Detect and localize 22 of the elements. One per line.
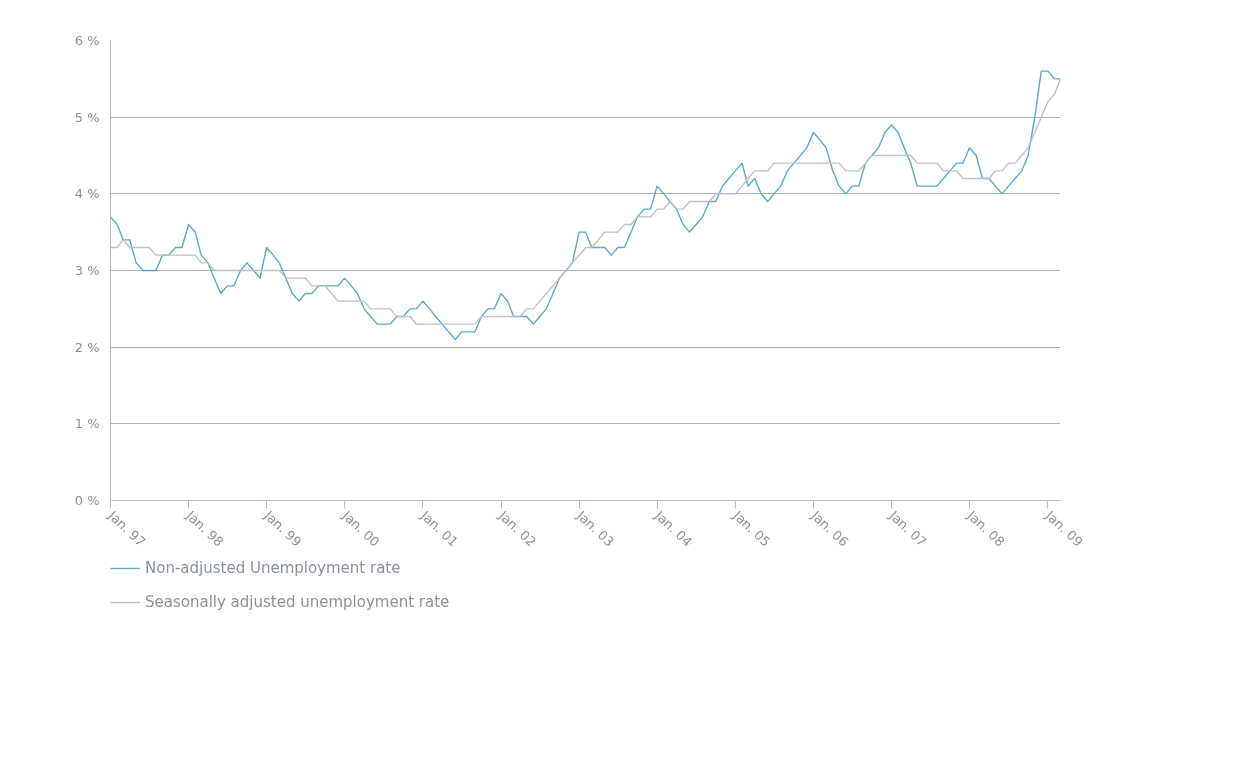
x-tick-label: Jan. 06 — [807, 507, 852, 550]
y-tick-label: 0 % — [74, 493, 100, 508]
x-tick-label: Jan. 01 — [417, 507, 461, 550]
y-tick-label: 1 % — [74, 416, 100, 432]
legend-label: Seasonally adjusted unemployment rate — [145, 593, 450, 611]
x-tick-label: Jan. 97 — [104, 507, 149, 550]
x-tick-label: Jan. 98 — [182, 507, 227, 550]
y-tick-label: 3 % — [74, 263, 100, 278]
x-tick-label: Jan. 00 — [338, 507, 383, 550]
x-tick-label: Jan. 04 — [651, 507, 696, 550]
y-tick-label: 6 % — [74, 33, 100, 48]
x-tick-label: Jan. 03 — [573, 507, 617, 550]
legend-label: Non-adjusted Unemployment rate — [145, 559, 401, 577]
x-tick-label: Jan. 99 — [260, 507, 305, 550]
x-tick-label: Jan. 02 — [495, 507, 539, 550]
x-tick-label: Jan. 09 — [1042, 507, 1086, 550]
y-tick-label: 2 % — [74, 339, 100, 355]
x-tick-label: Jan. 05 — [729, 507, 774, 550]
y-tick-label: 4 % — [74, 186, 100, 202]
x-tick-label: Jan. 08 — [963, 507, 1008, 550]
y-tick-label: 5 % — [74, 109, 100, 125]
x-tick-label: Jan. 07 — [885, 507, 930, 550]
